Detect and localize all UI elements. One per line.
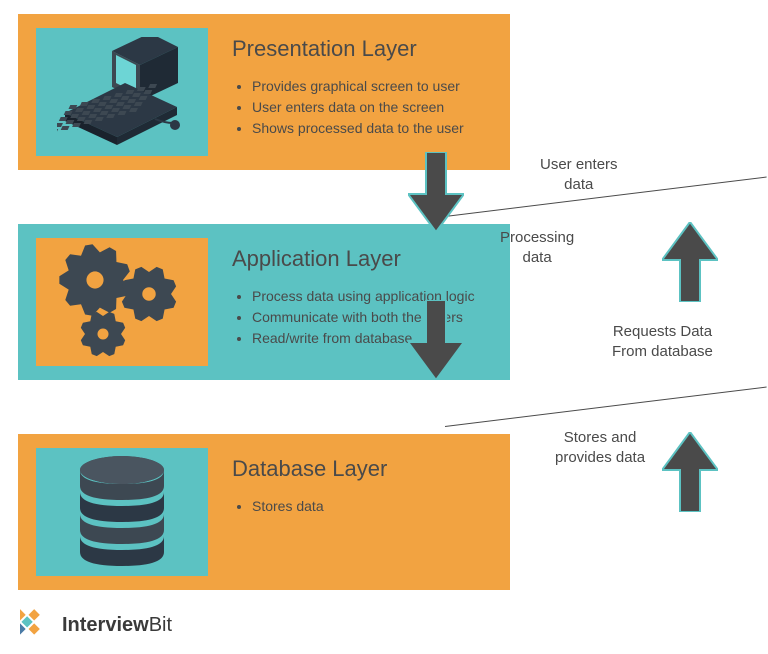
- brand-icon: [20, 608, 54, 642]
- brand-logo: InterviewBit: [20, 608, 172, 642]
- gears-icon: [47, 242, 197, 362]
- arrow-up-0: [662, 222, 718, 307]
- bullet-presentation-0: Provides graphical screen to user: [252, 76, 464, 97]
- layer-title-database: Database Layer: [232, 456, 387, 482]
- layer-bullets-presentation: Provides graphical screen to userUser en…: [232, 76, 464, 139]
- layer-database: Database Layer Stores data: [18, 434, 510, 590]
- arrow-up-label-0: Requests DataFrom database: [612, 322, 713, 361]
- separator-line-1: [445, 387, 767, 427]
- layer-title-application: Application Layer: [232, 246, 475, 272]
- layer-presentation: Presentation Layer Provides graphical scr…: [18, 14, 510, 170]
- icon-box-database: [36, 448, 208, 576]
- layer-content-database: Database Layer Stores data: [208, 448, 387, 517]
- bullet-presentation-2: Shows processed data to the user: [252, 118, 464, 139]
- icon-box-presentation: [36, 28, 208, 156]
- bullet-presentation-1: User enters data on the screen: [252, 97, 464, 118]
- bullet-database-0: Stores data: [252, 496, 387, 517]
- arrow-down-0: [408, 152, 464, 237]
- arrow-up-1: [662, 432, 718, 517]
- arrow-down-label-0: User entersdata: [540, 155, 618, 194]
- arrow-up-label-1: Stores andprovides data: [555, 428, 645, 467]
- arrow-down-1: [408, 300, 464, 385]
- layer-title-presentation: Presentation Layer: [232, 36, 464, 62]
- layer-content-presentation: Presentation Layer Provides graphical scr…: [208, 28, 464, 139]
- icon-box-application: [36, 238, 208, 366]
- layer-bullets-database: Stores data: [232, 496, 387, 517]
- arrow-down-label-1: Processingdata: [500, 228, 574, 267]
- brand-text: InterviewBit: [62, 614, 172, 637]
- computer-icon: [57, 37, 187, 147]
- database-icon: [67, 452, 177, 572]
